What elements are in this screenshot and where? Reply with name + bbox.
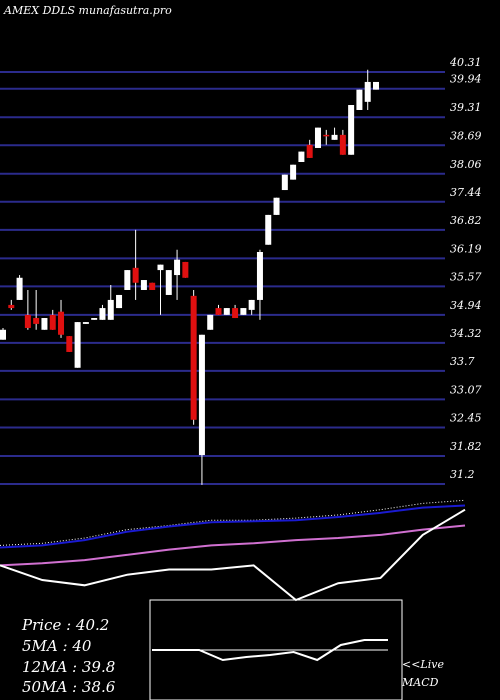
candle-body <box>140 280 147 290</box>
y-tick-label: 38.69 <box>450 129 482 142</box>
candle-body <box>91 318 98 320</box>
candle-body <box>99 308 106 320</box>
candle-body <box>157 264 164 271</box>
indicator-line <box>0 504 466 549</box>
info-text: 12MA : 39.8 <box>22 658 115 676</box>
y-tick-label: 40.31 <box>449 56 482 69</box>
candle-body <box>149 282 156 290</box>
candle-body <box>323 134 330 137</box>
candle-body <box>248 299 255 310</box>
y-tick-label: 35.57 <box>450 270 482 283</box>
y-tick-label: 31.2 <box>450 468 475 481</box>
candle-body <box>256 251 263 300</box>
candle-body <box>240 308 247 315</box>
candle-body <box>124 270 131 290</box>
candle-body <box>8 304 15 309</box>
candle-body <box>41 318 48 330</box>
indicator-line <box>152 639 388 662</box>
candle-body <box>116 294 123 309</box>
y-tick-label: 39.94 <box>450 73 482 86</box>
candle-body <box>165 270 172 295</box>
candle-body <box>265 214 272 245</box>
y-tick-label: 37.44 <box>450 186 482 199</box>
y-tick-label: 32.45 <box>450 411 482 424</box>
candle-body <box>182 261 189 278</box>
macd-label: MACD <box>401 676 439 689</box>
indicator-line <box>0 508 466 602</box>
candle-body <box>49 314 56 330</box>
candle-body <box>232 308 239 319</box>
info-text: 50MA : 38.6 <box>22 678 116 696</box>
candle-body <box>24 314 31 328</box>
macd-label: <<Live <box>402 658 444 671</box>
candle-body <box>58 311 65 335</box>
candle-body <box>373 81 379 90</box>
candle-body <box>314 127 321 148</box>
candle-body <box>215 308 222 315</box>
y-tick-label: 34.32 <box>450 327 482 340</box>
y-tick-label: 36.19 <box>450 242 482 255</box>
info-text: 5MA : 40 <box>22 637 92 655</box>
candle-body <box>190 295 197 420</box>
candle-body <box>107 299 114 320</box>
candle-body <box>223 308 230 315</box>
candle-body <box>348 105 355 155</box>
info-text: Price : 40.2 <box>21 616 109 634</box>
indicator-line <box>0 499 466 546</box>
candle-body <box>33 318 40 324</box>
candle-body <box>198 334 205 456</box>
candle-body <box>0 329 6 340</box>
candle-body <box>16 277 23 300</box>
y-tick-label: 39.31 <box>450 101 482 114</box>
y-tick-label: 36.82 <box>450 214 482 227</box>
y-tick-label: 33.07 <box>450 383 482 396</box>
macd-box <box>149 599 403 700</box>
candle-body <box>132 267 139 283</box>
candle-body <box>66 336 73 352</box>
y-tick-label: 34.94 <box>450 299 482 312</box>
candle-body <box>290 164 297 180</box>
candle-body <box>281 174 288 191</box>
candle-body <box>364 81 371 102</box>
y-tick-label: 38.06 <box>450 158 482 171</box>
candle-body <box>74 322 81 368</box>
candle-body <box>207 314 214 330</box>
candle-body <box>174 259 181 276</box>
candle-body <box>306 144 313 158</box>
candle-body <box>356 89 363 110</box>
candle-body <box>273 197 280 215</box>
y-tick-label: 33.7 <box>450 355 475 368</box>
chart-title: AMEX DDLS munafasutra.pro <box>3 4 172 17</box>
y-tick-label: 31.82 <box>450 440 482 453</box>
indicator-line <box>0 524 466 567</box>
candle-body <box>331 134 338 140</box>
candle-body <box>298 151 305 162</box>
candle-body <box>339 134 346 155</box>
candle-body <box>82 322 89 324</box>
